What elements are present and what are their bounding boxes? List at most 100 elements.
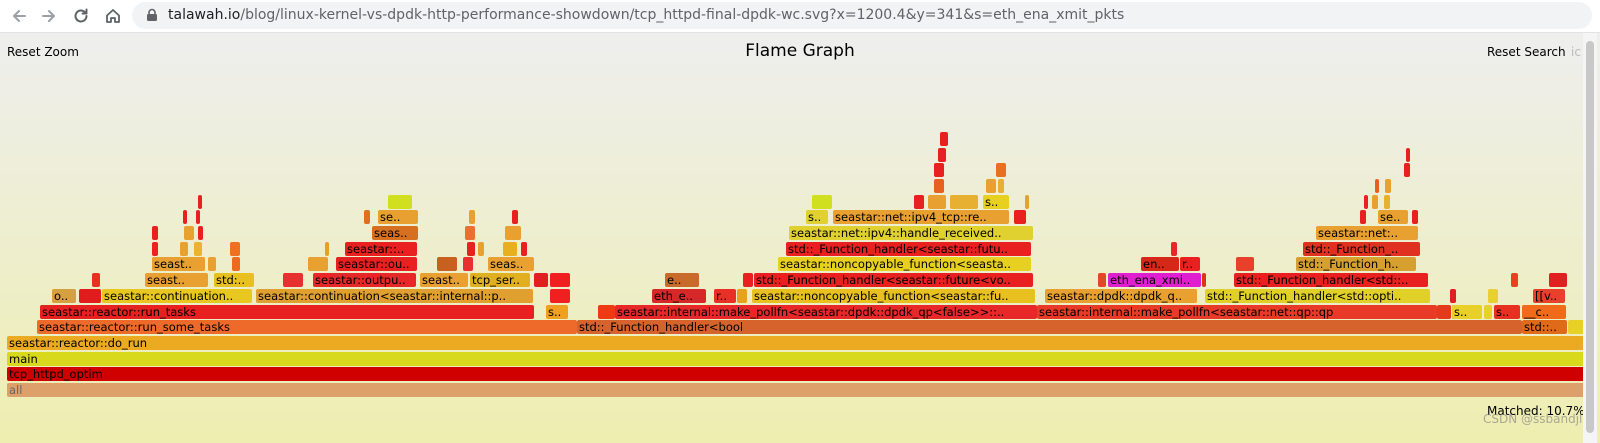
flame-frame[interactable]: tcp_ser.. <box>470 273 530 288</box>
flame-frame[interactable]: std:.. <box>214 273 254 288</box>
flame-frame[interactable] <box>550 288 570 303</box>
flame-frame[interactable] <box>1484 304 1492 319</box>
flame-frame[interactable]: s.. <box>1452 304 1482 319</box>
flame-frame[interactable]: seastar::reactor::run_some_tasks <box>37 320 577 335</box>
flame-frame[interactable]: seastar::net:.. <box>1316 226 1418 240</box>
flame-frame[interactable] <box>550 273 570 288</box>
flame-frame[interactable] <box>1236 257 1254 272</box>
flame-frame[interactable]: o.. <box>52 288 76 303</box>
flame-frame[interactable]: seastar::outpu.. <box>313 273 416 288</box>
flame-frame[interactable]: r.. <box>1180 257 1200 272</box>
flame-frame[interactable] <box>737 288 747 303</box>
flame-frame[interactable] <box>198 226 203 240</box>
vertical-scrollbar[interactable] <box>1583 33 1597 443</box>
flame-frame[interactable] <box>208 257 216 272</box>
flame-frame[interactable]: eth_ena_xmi.. <box>1108 273 1201 288</box>
flame-frame[interactable]: std::_Function_handler<seastar::futu.. <box>786 241 1031 256</box>
flame-frame[interactable] <box>467 241 475 256</box>
flame-frame[interactable]: se.. <box>1378 210 1408 225</box>
flame-frame[interactable]: s.. <box>806 210 828 225</box>
flame-frame[interactable] <box>812 194 832 209</box>
flame-frame[interactable]: seastar::net::ipv4_tcp::re.. <box>833 210 1009 225</box>
flame-frame[interactable]: seast.. <box>145 273 208 288</box>
flame-frame[interactable]: std::_Function_handler<seastar::future<v… <box>754 273 1033 288</box>
flame-frame[interactable] <box>914 194 924 209</box>
flame-frame[interactable]: std::_Function_handler<std::opti.. <box>1205 288 1430 303</box>
flame-frame[interactable]: seastar::continuation<seastar::internal:… <box>256 288 533 303</box>
flame-frame[interactable] <box>503 241 517 256</box>
flame-frame[interactable]: std::_Function_h.. <box>1296 257 1416 272</box>
flame-frame[interactable] <box>934 178 944 193</box>
flame-frame[interactable]: std::_Function_handler<bool <box>577 320 1522 335</box>
flame-frame[interactable] <box>1406 147 1410 162</box>
flame-frame[interactable]: s.. <box>1494 304 1520 319</box>
flame-frame[interactable]: seas.. <box>488 257 532 272</box>
flame-frame[interactable]: __c.. <box>1522 304 1566 319</box>
flame-frame[interactable] <box>534 273 548 288</box>
flame-frame[interactable]: en.. <box>1141 257 1179 272</box>
flame-frame[interactable] <box>1025 194 1029 209</box>
flame-frame[interactable] <box>996 163 1006 178</box>
reset-zoom-button[interactable]: Reset Zoom <box>7 45 79 59</box>
flame-frame[interactable] <box>364 210 370 225</box>
flame-frame[interactable]: seas.. <box>372 226 418 240</box>
address-bar[interactable]: talawah.io/blog/linux-kernel-vs-dpdk-htt… <box>132 2 1592 29</box>
flame-frame[interactable]: std::.. <box>1522 320 1567 335</box>
flame-frame[interactable]: eth_e.. <box>652 288 706 303</box>
flame-frame[interactable] <box>152 226 158 240</box>
flame-frame[interactable] <box>1375 178 1379 193</box>
flame-frame[interactable]: seastar::internal::make_pollfn<seastar::… <box>615 304 1037 319</box>
flame-frame[interactable]: seastar::dpdk::dpdk_q.. <box>1045 288 1197 303</box>
flame-frame[interactable] <box>230 241 240 256</box>
flame-frame[interactable] <box>183 210 187 225</box>
flame-frame[interactable] <box>469 210 475 225</box>
flame-frame[interactable] <box>478 241 484 256</box>
flame-frame[interactable] <box>1372 194 1378 209</box>
flame-frame[interactable] <box>1549 273 1567 288</box>
flame-frame[interactable]: se.. <box>378 210 418 225</box>
flame-frame[interactable] <box>1568 320 1584 335</box>
flame-frame[interactable]: seastar::.. <box>345 241 417 256</box>
home-button[interactable] <box>102 5 124 27</box>
flame-frame[interactable]: all <box>7 383 1587 397</box>
flame-frame[interactable] <box>1450 288 1456 303</box>
flame-frame[interactable] <box>1098 273 1106 288</box>
flame-frame[interactable] <box>180 241 188 256</box>
flame-frame[interactable] <box>530 257 534 272</box>
flame-frame[interactable] <box>184 226 194 240</box>
flame-frame[interactable] <box>437 257 457 272</box>
flame-frame[interactable] <box>1488 288 1498 303</box>
flame-frame[interactable] <box>1412 210 1418 225</box>
flame-frame[interactable] <box>928 194 946 209</box>
back-button[interactable] <box>8 5 30 27</box>
forward-button[interactable] <box>38 5 60 27</box>
flame-frame[interactable] <box>308 257 328 272</box>
flame-frame[interactable]: s.. <box>546 304 568 319</box>
flame-frame[interactable] <box>512 210 518 225</box>
flame-frame[interactable]: seastar::noncopyable_function<seastar::f… <box>752 288 1035 303</box>
flame-frame[interactable] <box>1364 194 1368 209</box>
reset-search-button[interactable]: Reset Search <box>1487 45 1566 59</box>
flame-frame[interactable]: seast.. <box>420 273 468 288</box>
flame-frame[interactable]: seastar::reactor::run_tasks <box>40 304 534 319</box>
scrollbar-thumb[interactable] <box>1586 41 1594 433</box>
flame-frame[interactable] <box>198 194 202 209</box>
flame-frame[interactable] <box>79 288 101 303</box>
flame-frame[interactable]: main <box>7 351 1587 366</box>
flame-frame[interactable]: e.. <box>665 273 699 288</box>
flame-frame[interactable]: seastar::internal::make_pollfn<seastar::… <box>1037 304 1437 319</box>
flame-frame[interactable]: r.. <box>714 288 736 303</box>
flame-frame[interactable] <box>743 273 753 288</box>
flame-frame[interactable]: seastar::net::ipv4::handle_received.. <box>789 226 1033 240</box>
flame-frame[interactable] <box>194 241 202 256</box>
flame-frame[interactable] <box>1360 210 1366 225</box>
flame-frame[interactable]: seastar::continuation.. <box>102 288 252 303</box>
flame-frame[interactable]: seastar::noncopyable_function<seasta.. <box>778 257 1031 272</box>
flame-frame[interactable] <box>1511 273 1518 288</box>
flame-frame[interactable] <box>505 226 521 240</box>
flame-frame[interactable] <box>463 257 473 272</box>
flame-frame[interactable] <box>940 131 948 146</box>
flame-frame[interactable] <box>465 226 475 240</box>
flame-frame[interactable] <box>1171 241 1177 256</box>
flame-frame[interactable] <box>986 178 996 193</box>
